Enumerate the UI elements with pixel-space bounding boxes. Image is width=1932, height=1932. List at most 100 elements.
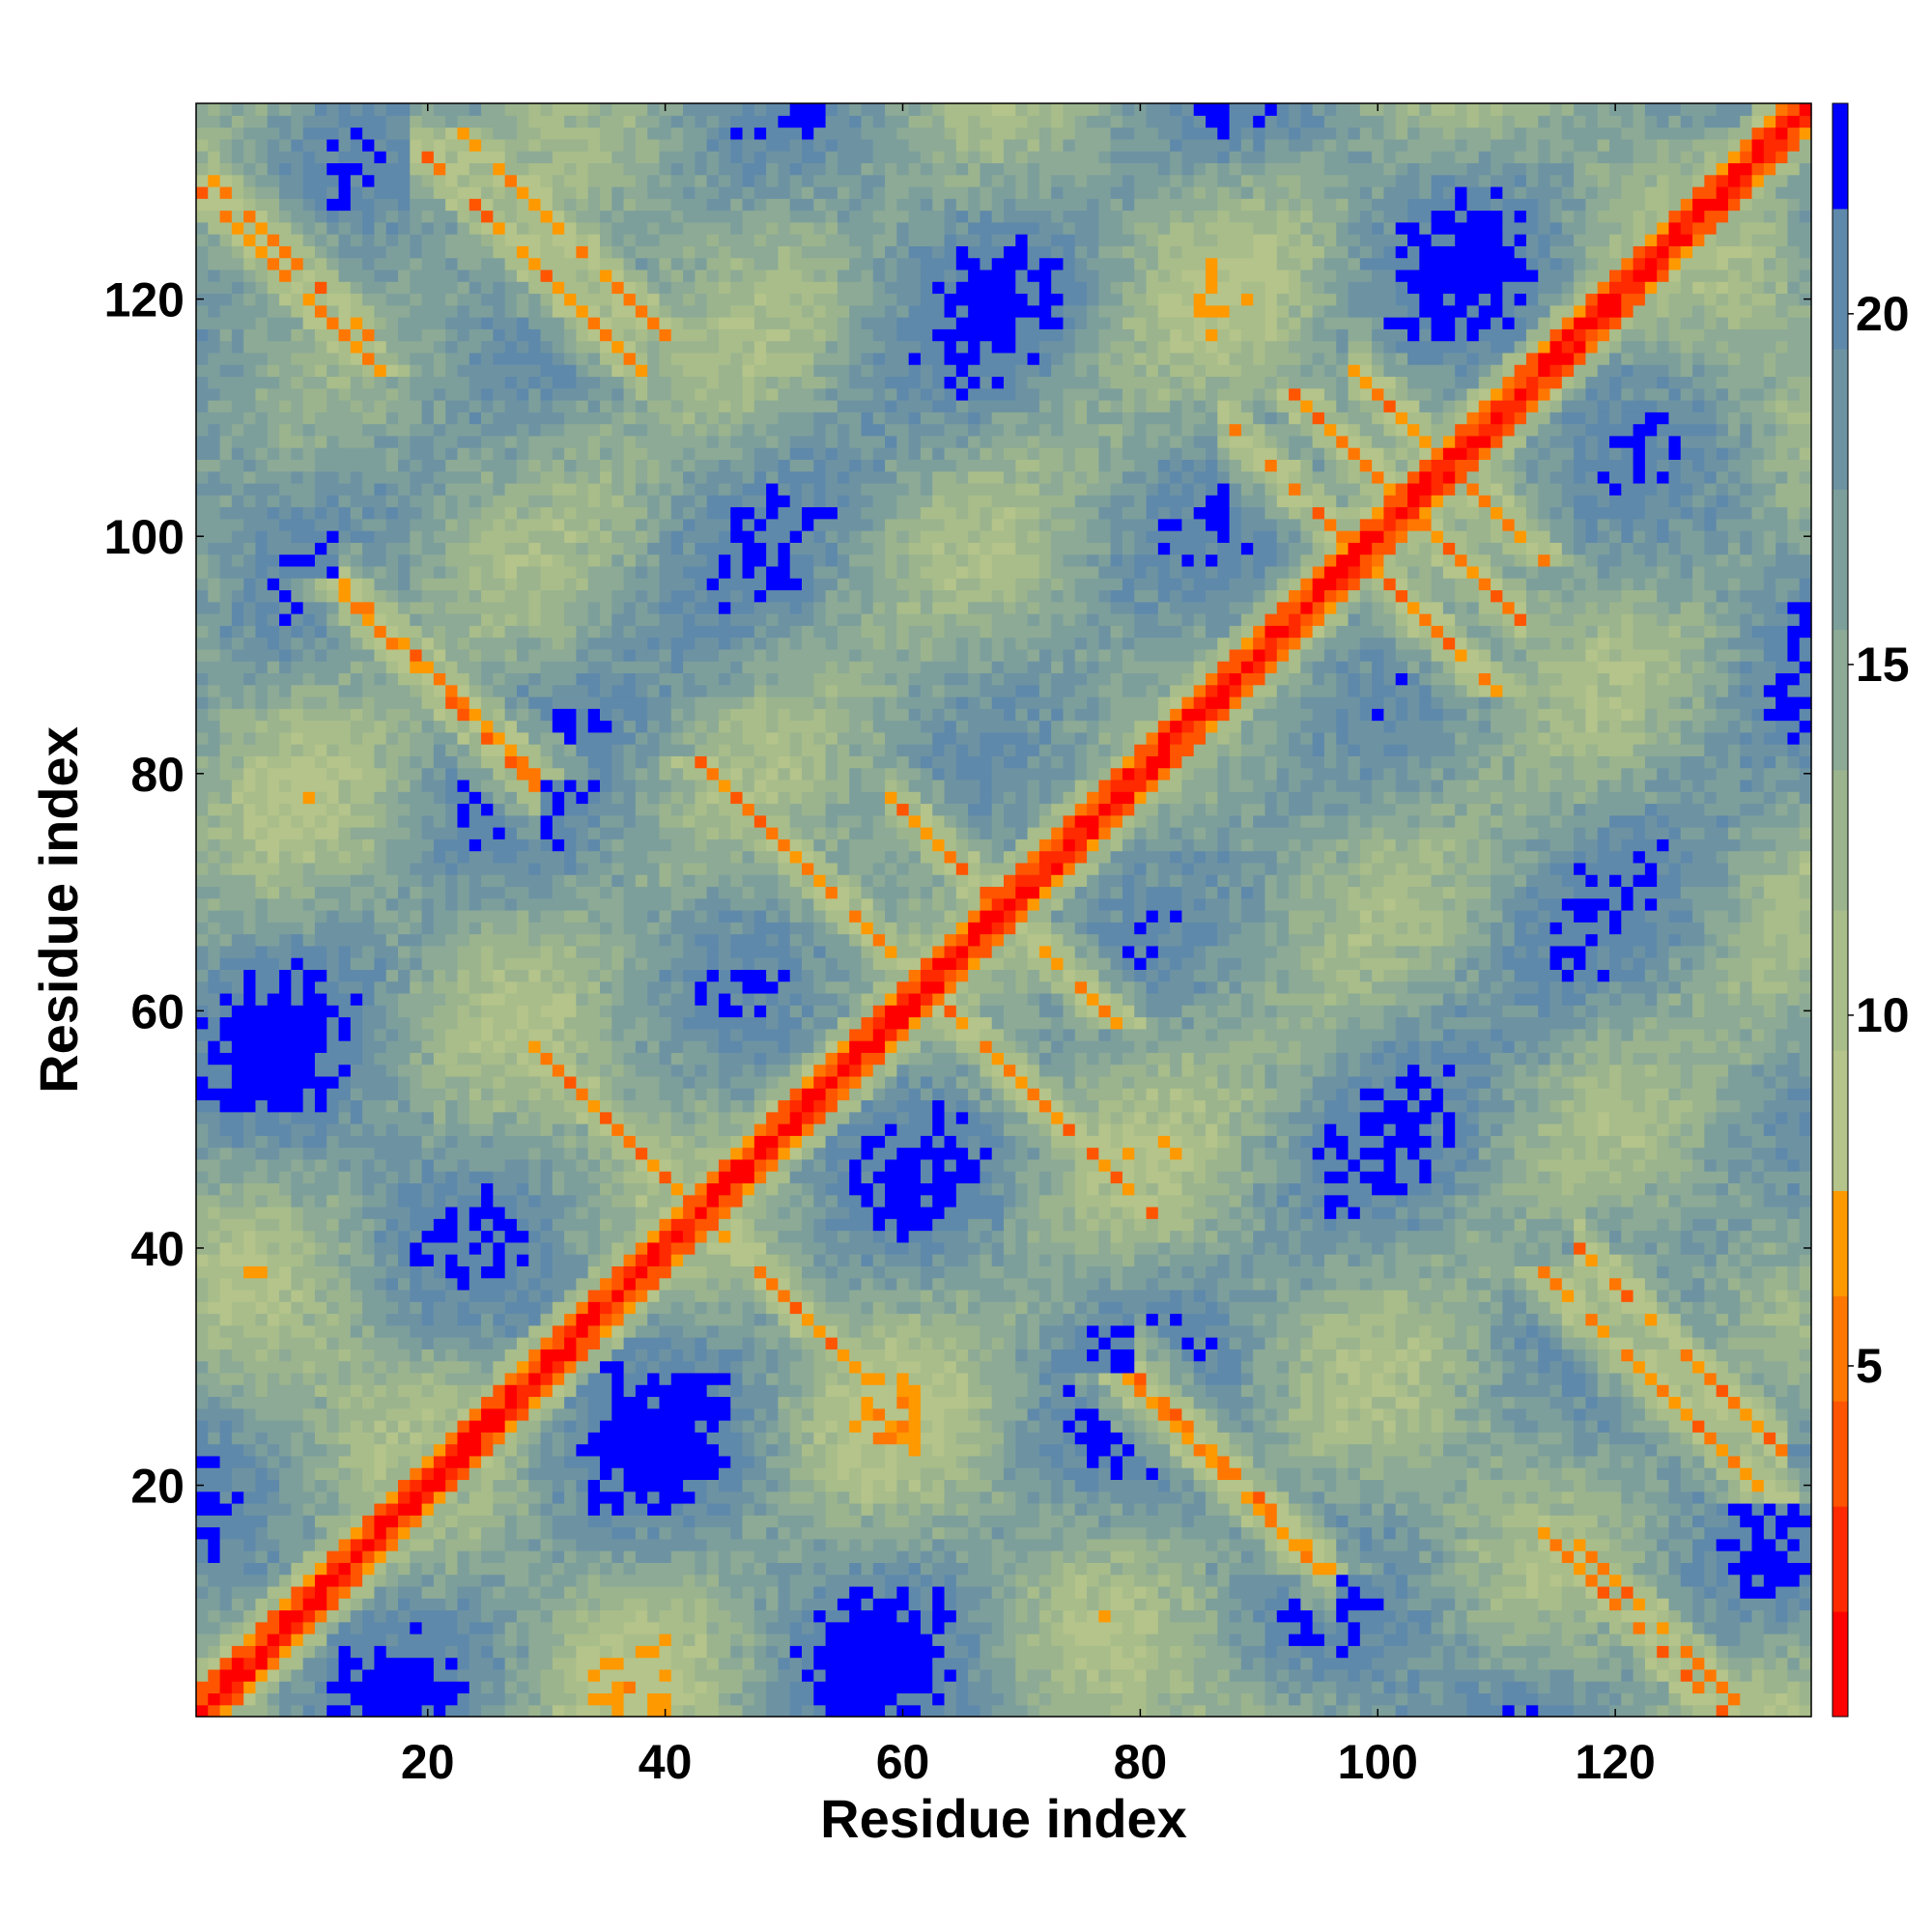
- heatmap-cell-run: [896, 1040, 922, 1053]
- heatmap-cell-run: [1395, 1230, 1456, 1243]
- heatmap-cell-run: [1395, 1704, 1408, 1718]
- heatmap-cell-run: [196, 1360, 209, 1374]
- heatmap-cell-run: [1763, 1052, 1789, 1065]
- heatmap-cell-run: [742, 1657, 755, 1670]
- heatmap-cell-run: [1015, 1455, 1052, 1468]
- heatmap-cell-run: [1751, 1396, 1765, 1409]
- heatmap-cell-run: [896, 1147, 969, 1160]
- heatmap-cell-run: [1751, 1491, 1765, 1504]
- heatmap-cell-run: [1644, 1621, 1658, 1634]
- heatmap-cell-run: [528, 1230, 542, 1243]
- heatmap-cell-run: [1395, 1028, 1420, 1041]
- heatmap-cell-run: [1027, 1241, 1076, 1255]
- heatmap-cell-run: [1419, 1585, 1456, 1599]
- heatmap-cell-run: [1087, 1502, 1112, 1516]
- heatmap-cell-run: [1229, 1182, 1254, 1196]
- heatmap-cell-run: [1300, 1313, 1325, 1326]
- heatmap-cell-run: [374, 1609, 387, 1623]
- heatmap-cell-run: [1525, 1171, 1539, 1184]
- heatmap-cell-run: [1383, 1455, 1408, 1468]
- heatmap-cell-run: [1727, 1657, 1753, 1670]
- heatmap-cell-run: [623, 1277, 637, 1291]
- heatmap-cell-run: [1157, 1123, 1171, 1136]
- heatmap-cell-run: [1134, 1158, 1148, 1172]
- heatmap-cell-run: [255, 1479, 280, 1492]
- heatmap-cell-run: [1063, 1171, 1076, 1184]
- heatmap-cell-run: [1038, 1692, 1052, 1706]
- heatmap-cell-run: [540, 1692, 578, 1706]
- heatmap-cell-run: [243, 1502, 292, 1516]
- heatmap-cell-run: [350, 1075, 399, 1089]
- heatmap-cell-run: [196, 1277, 209, 1291]
- heatmap-cell-run: [611, 1182, 625, 1196]
- heatmap-cell-run: [908, 1396, 922, 1409]
- heatmap-cell-run: [576, 1585, 589, 1599]
- heatmap-cell-run: [1276, 1467, 1301, 1481]
- heatmap-cell-run: [659, 1040, 684, 1053]
- heatmap-cell-run: [469, 1218, 482, 1232]
- heatmap-cell-run: [1004, 1692, 1016, 1706]
- heatmap-cell-run: [1525, 1574, 1539, 1587]
- heatmap-cell-run: [540, 1455, 565, 1468]
- heatmap-cell-run: [896, 1704, 922, 1718]
- heatmap-cell-run: [1240, 1194, 1254, 1208]
- heatmap-cell-run: [968, 1668, 981, 1682]
- heatmap-cell-run: [481, 1467, 506, 1481]
- heatmap-cell-run: [753, 1277, 767, 1291]
- heatmap-cell-run: [1478, 1265, 1492, 1279]
- heatmap-cell-run: [718, 1111, 731, 1124]
- heatmap-cell-run: [540, 1372, 554, 1385]
- heatmap-cell-run: [849, 1396, 863, 1409]
- heatmap-cell-run: [1323, 1634, 1350, 1646]
- heatmap-cell-run: [1633, 1455, 1646, 1468]
- heatmap-cell-run: [1134, 1609, 1159, 1623]
- heatmap-cell-run: [1157, 1182, 1183, 1196]
- heatmap-cell-run: [255, 1206, 292, 1219]
- heatmap-cell-run: [1323, 1396, 1337, 1409]
- heatmap-cell-run: [802, 1182, 814, 1196]
- heatmap-cell-run: [944, 1372, 957, 1385]
- heatmap-cell-run: [1668, 1241, 1682, 1255]
- heatmap-cell-run: [528, 1432, 542, 1445]
- heatmap-cell-run: [1491, 1657, 1503, 1670]
- heatmap-cell-run: [1751, 1432, 1765, 1445]
- heatmap-cell-run: [1063, 1432, 1076, 1445]
- heatmap-cell-run: [1051, 1585, 1076, 1599]
- heatmap-cell-run: [683, 1171, 696, 1184]
- heatmap-cell-run: [1015, 1420, 1029, 1433]
- heatmap-cell-run: [1549, 1574, 1563, 1587]
- heatmap-cell-run: [1087, 1372, 1099, 1385]
- heatmap-cell-run: [695, 1313, 744, 1326]
- heatmap-cell-run: [1704, 1360, 1718, 1374]
- heatmap-cell-run: [1704, 1598, 1718, 1611]
- heatmap-cell-run: [410, 1609, 459, 1623]
- heatmap-cell-run: [1776, 1432, 1789, 1445]
- heatmap-cell-run: [421, 1171, 435, 1184]
- heatmap-cell-run: [540, 1218, 554, 1232]
- heatmap-cell-run: [302, 1135, 327, 1149]
- heatmap-cell-run: [1323, 1218, 1337, 1232]
- heatmap-cell-run: [1597, 1218, 1622, 1232]
- heatmap-cell-run: [1015, 1289, 1040, 1302]
- heatmap-cell-run: [920, 1277, 933, 1291]
- heatmap-cell-run: [1644, 1088, 1670, 1101]
- heatmap-cell-run: [1038, 1634, 1052, 1646]
- heatmap-cell-run: [695, 1574, 708, 1587]
- heatmap-cell-run: [1395, 1432, 1444, 1445]
- heatmap-cell-run: [255, 1455, 269, 1468]
- heatmap-cell-run: [1276, 1182, 1290, 1196]
- heatmap-cell-run: [718, 1324, 755, 1338]
- heatmap-cell-run: [421, 1230, 459, 1243]
- heatmap-cell-run: [968, 1550, 993, 1563]
- heatmap-cell-run: [1491, 1349, 1503, 1362]
- heatmap-cell-run: [659, 1349, 672, 1362]
- heatmap-cell-run: [552, 1502, 578, 1516]
- heatmap-cell-run: [481, 1324, 494, 1338]
- heatmap-cell-run: [196, 1052, 209, 1065]
- heatmap-cell-run: [1799, 1598, 1812, 1611]
- heatmap-cell-run: [872, 1502, 886, 1516]
- heatmap-cell-run: [1170, 1171, 1183, 1184]
- heatmap-cell-run: [1312, 1692, 1325, 1706]
- heatmap-cell-run: [1074, 1681, 1088, 1694]
- heatmap-cell-run: [1395, 1574, 1408, 1587]
